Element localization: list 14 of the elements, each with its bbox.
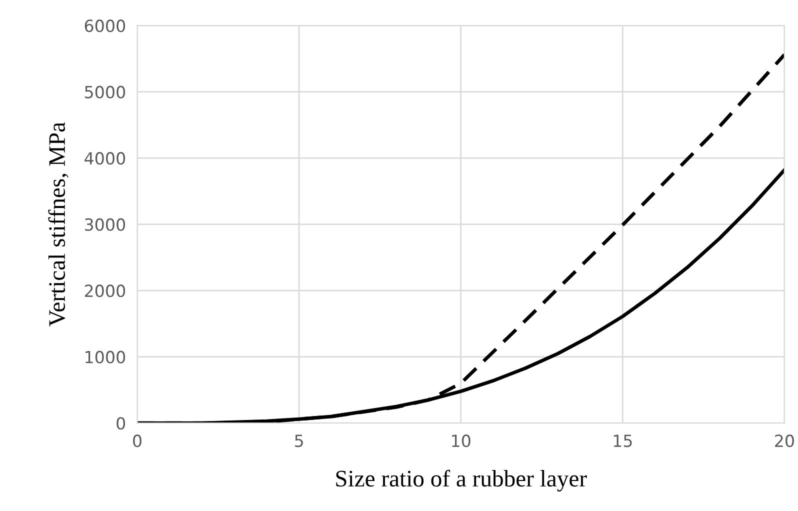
- y-tick-label: 0: [116, 417, 126, 430]
- y-tick-label: 3000: [85, 218, 126, 231]
- y-tick-label: 1000: [86, 350, 126, 364]
- x-tick-label: 15: [614, 434, 632, 448]
- x-tick-label: 0: [133, 434, 142, 448]
- x-tick-label: 5: [295, 434, 303, 448]
- y-tick-label: 6000: [84, 20, 126, 32]
- x-tick-label: 10: [452, 434, 470, 448]
- y-axis-title: Vertical stiffnes, MPa: [48, 122, 68, 326]
- y-tick-label: 2000: [84, 284, 126, 298]
- x-tick-label: 20: [775, 434, 794, 448]
- x-axis-title: Size ratio of a rubber layer: [336, 470, 587, 492]
- y-tick-label: 4000: [84, 152, 126, 165]
- y-tick-label: 5000: [85, 86, 126, 98]
